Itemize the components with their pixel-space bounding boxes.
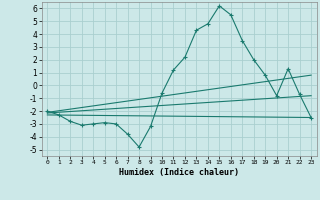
X-axis label: Humidex (Indice chaleur): Humidex (Indice chaleur): [119, 168, 239, 177]
